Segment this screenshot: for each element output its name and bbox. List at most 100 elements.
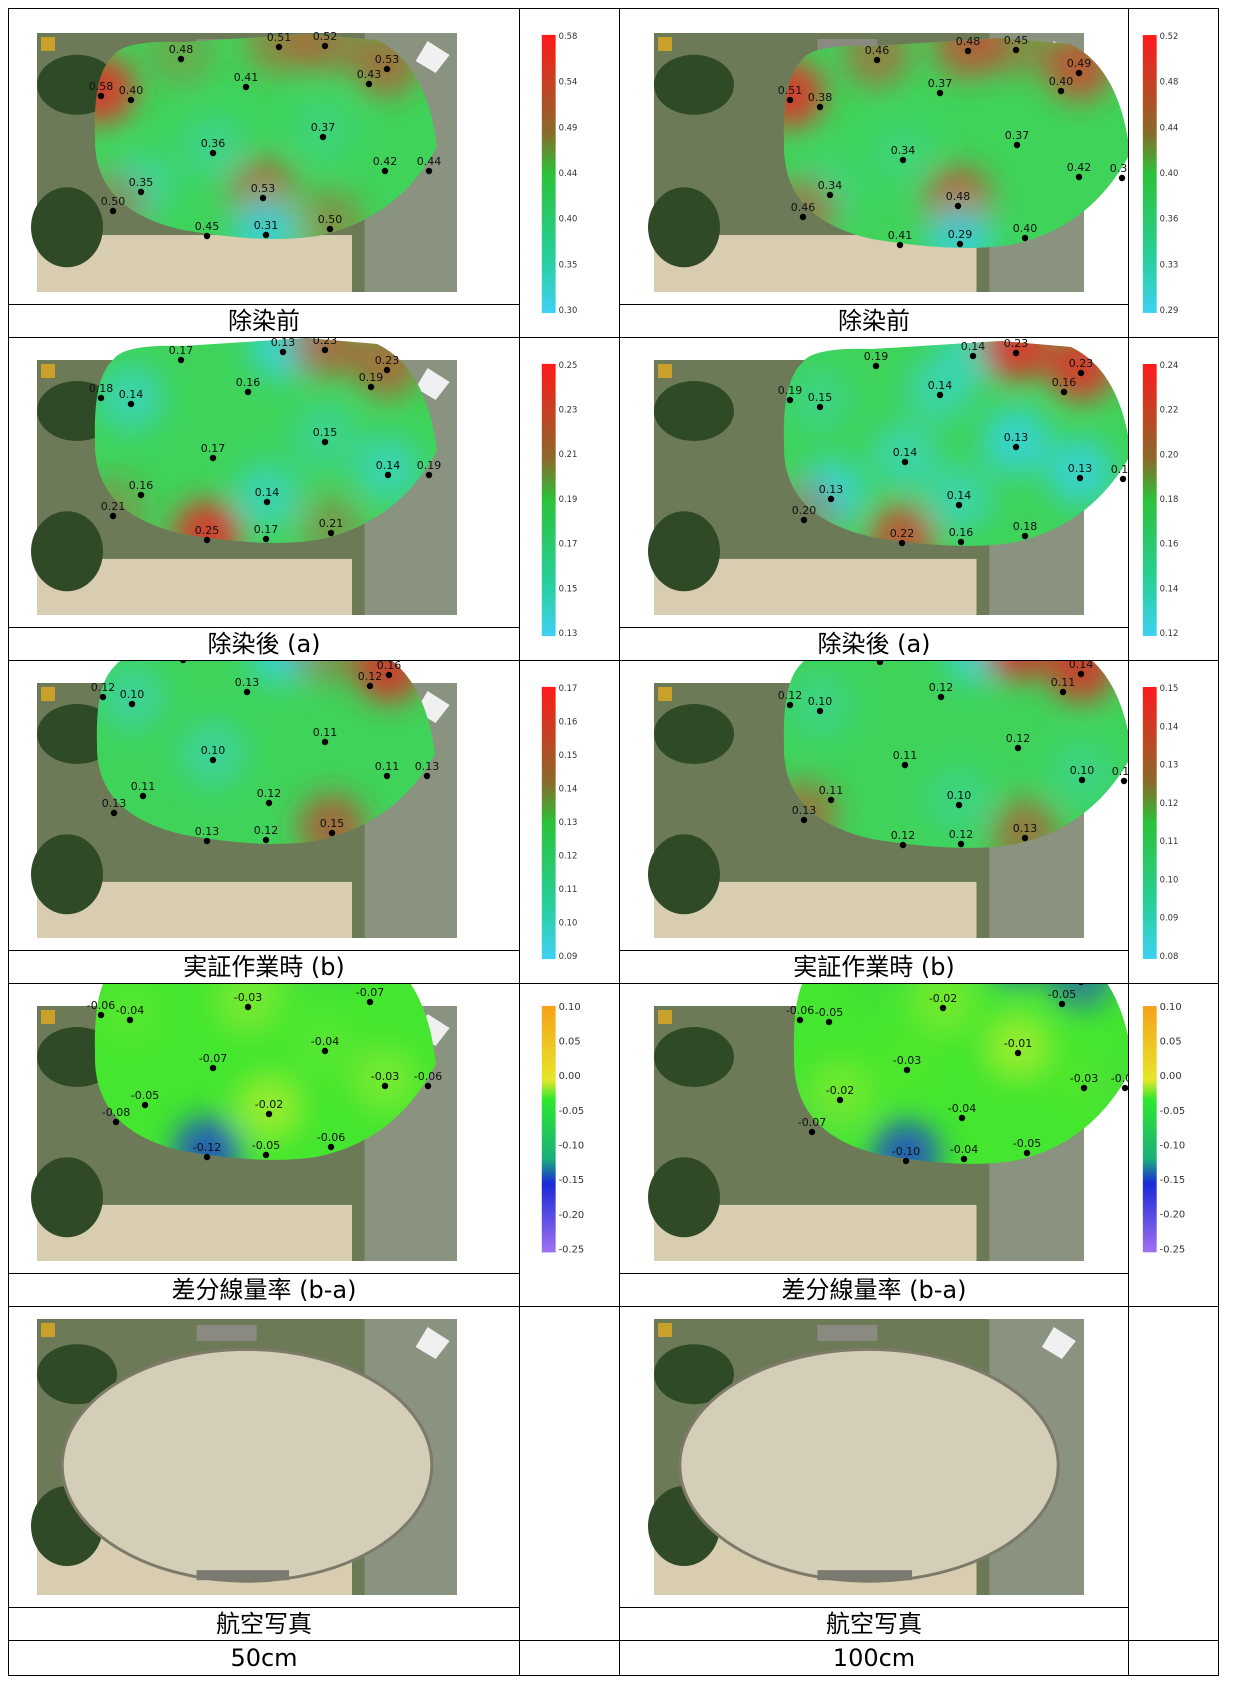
measurement-value: 0.15 — [808, 391, 833, 404]
footer-empty-cell — [1128, 1640, 1219, 1676]
measurement-point — [321, 438, 329, 446]
measurement-value: 0.11 — [893, 749, 918, 762]
measurement-value: -0.02 — [826, 1084, 854, 1097]
right-legend-cell — [1128, 1306, 1219, 1641]
measurement-point — [328, 829, 336, 837]
measurement-value: 0.14 — [255, 486, 280, 499]
legend-tick-label: 0.15 — [559, 583, 578, 593]
measurement-point — [127, 96, 135, 104]
measurement-value: 0.13 — [819, 483, 844, 496]
measurement-value: 0.20 — [792, 504, 817, 517]
measurement-point — [384, 471, 392, 479]
heat-surface — [783, 38, 1128, 248]
measurement-value: 0.14 — [947, 489, 972, 502]
measurement-point — [275, 43, 283, 51]
measurement-value: 0.16 — [949, 526, 974, 539]
measurement-point — [321, 738, 329, 746]
legend-tick-label: -0.05 — [1160, 1106, 1186, 1117]
measurement-point — [786, 96, 794, 104]
color-scale-legend: 0.25 0.23 0.21 0.19 0.17 0.15 0.13 — [541, 360, 578, 638]
measurement-point — [969, 352, 977, 360]
measurement-value: 0.14 — [893, 446, 918, 459]
measurement-point — [954, 202, 962, 210]
measurement-value: 0.31 — [254, 219, 279, 232]
measurement-point — [939, 1004, 947, 1012]
right-image-cell: 0.120.090.140.140.120.100.120.110.110.12… — [619, 660, 1129, 951]
legend-tick-label: 0.40 — [1160, 168, 1179, 178]
measurement-point — [321, 346, 329, 354]
measurement-value: 0.14 — [961, 340, 986, 353]
legend-tick-label: -0.25 — [559, 1244, 585, 1255]
measurement-point — [957, 538, 965, 546]
measurement-value: 0.13 — [1004, 431, 1029, 444]
legend-tick-label: 0.14 — [1160, 721, 1179, 731]
right-map-5 — [648, 1319, 1084, 1595]
left-image-cell: 0.48 0.51 0.52 0.53 0.58 0.40 0.41 0.43 0.36 0.37… — [8, 8, 520, 305]
measurement-point — [816, 707, 824, 715]
measurement-point — [367, 383, 375, 391]
measurement-value: 0.39 — [1110, 162, 1129, 175]
measurement-point — [1060, 388, 1068, 396]
right-map-3: 0.120.090.140.140.120.100.120.110.110.12… — [648, 661, 1128, 938]
measurement-value: 0.41 — [234, 71, 259, 84]
measurement-value: 0.16 — [377, 661, 402, 672]
right-caption: 実証作業時 (b) — [619, 950, 1129, 984]
measurement-point — [425, 167, 433, 175]
measurement-point — [203, 536, 211, 544]
right-image-cell — [619, 1306, 1129, 1608]
measurement-point — [1079, 984, 1083, 986]
measurement-point — [1057, 87, 1065, 95]
left-map-5 — [31, 1319, 457, 1595]
measurement-point — [786, 701, 794, 709]
measurement-point — [265, 799, 273, 807]
measurement-value: 0.46 — [865, 44, 890, 57]
footer-left-label: 50cm — [8, 1640, 520, 1676]
measurement-point — [259, 194, 267, 202]
measurement-point — [242, 83, 250, 91]
right-map-1: 0.46 0.48 0.45 0.49 0.51 0.38 0.37 0.40 0.34 0.37… — [648, 33, 1129, 292]
legend-tick-label: 0.00 — [1160, 1071, 1182, 1082]
measurement-value: 0.11 — [131, 780, 156, 793]
measurement-value: 0.45 — [195, 220, 220, 233]
measurement-point — [244, 388, 252, 396]
left-image-cell — [8, 1306, 520, 1608]
measurement-value: 0.10 — [947, 789, 972, 802]
legend-tick-label: 0.08 — [1160, 951, 1179, 961]
measurement-value: 0.29 — [948, 228, 973, 241]
measurement-point — [1080, 1084, 1088, 1092]
measurement-point — [97, 394, 105, 402]
right-caption: 除染前 — [619, 304, 1129, 338]
measurement-value: 0.17 — [254, 523, 279, 536]
measurement-point — [964, 47, 972, 55]
measurement-point — [876, 661, 884, 666]
measurement-point — [381, 167, 389, 175]
legend-tick-label: 0.13 — [559, 817, 578, 827]
measurement-value: 0.21 — [319, 517, 344, 530]
color-scale-legend: 0.10 0.05 0.00 -0.05 -0.10 -0.15 -0.20 -0.25 — [541, 1002, 585, 1255]
legend-tick-label: 0.25 — [559, 360, 578, 370]
measurement-value: 0.38 — [808, 91, 833, 104]
heat-surface — [94, 984, 437, 1160]
right-image-cell: 0.19 0.14 0.23 0.23 0.19 0.15 0.14 0.16 0.14 0.13… — [619, 337, 1129, 628]
measurement-point — [203, 1153, 211, 1161]
left-map-3: 0.120.090.140.160.120.100.130.120.100.11… — [31, 661, 457, 938]
measurement-point — [327, 529, 335, 537]
legend-tick-label: -0.20 — [559, 1210, 585, 1221]
measurement-value: 0.12 — [778, 689, 803, 702]
measurement-value: 0.49 — [1067, 57, 1092, 70]
measurement-value: 0.13 — [792, 804, 817, 817]
measurement-value: -0.05 — [252, 1139, 280, 1152]
measurement-point — [816, 103, 824, 111]
measurement-value: 0.21 — [101, 500, 126, 513]
measurement-point — [385, 671, 393, 679]
measurement-value: 0.16 — [129, 479, 154, 492]
measurement-value: 0.19 — [864, 350, 889, 363]
measurement-value: 0.11 — [313, 726, 338, 739]
measurement-value: 0.12 — [949, 828, 974, 841]
measurement-point — [896, 241, 904, 249]
measurement-value: 0.45 — [1004, 34, 1029, 47]
measurement-point — [109, 512, 117, 520]
measurement-point — [1075, 173, 1083, 181]
left-map-1: 0.48 0.51 0.52 0.53 0.58 0.40 0.41 0.43 0.36 0.37… — [31, 30, 457, 292]
measurement-point — [424, 1082, 432, 1090]
